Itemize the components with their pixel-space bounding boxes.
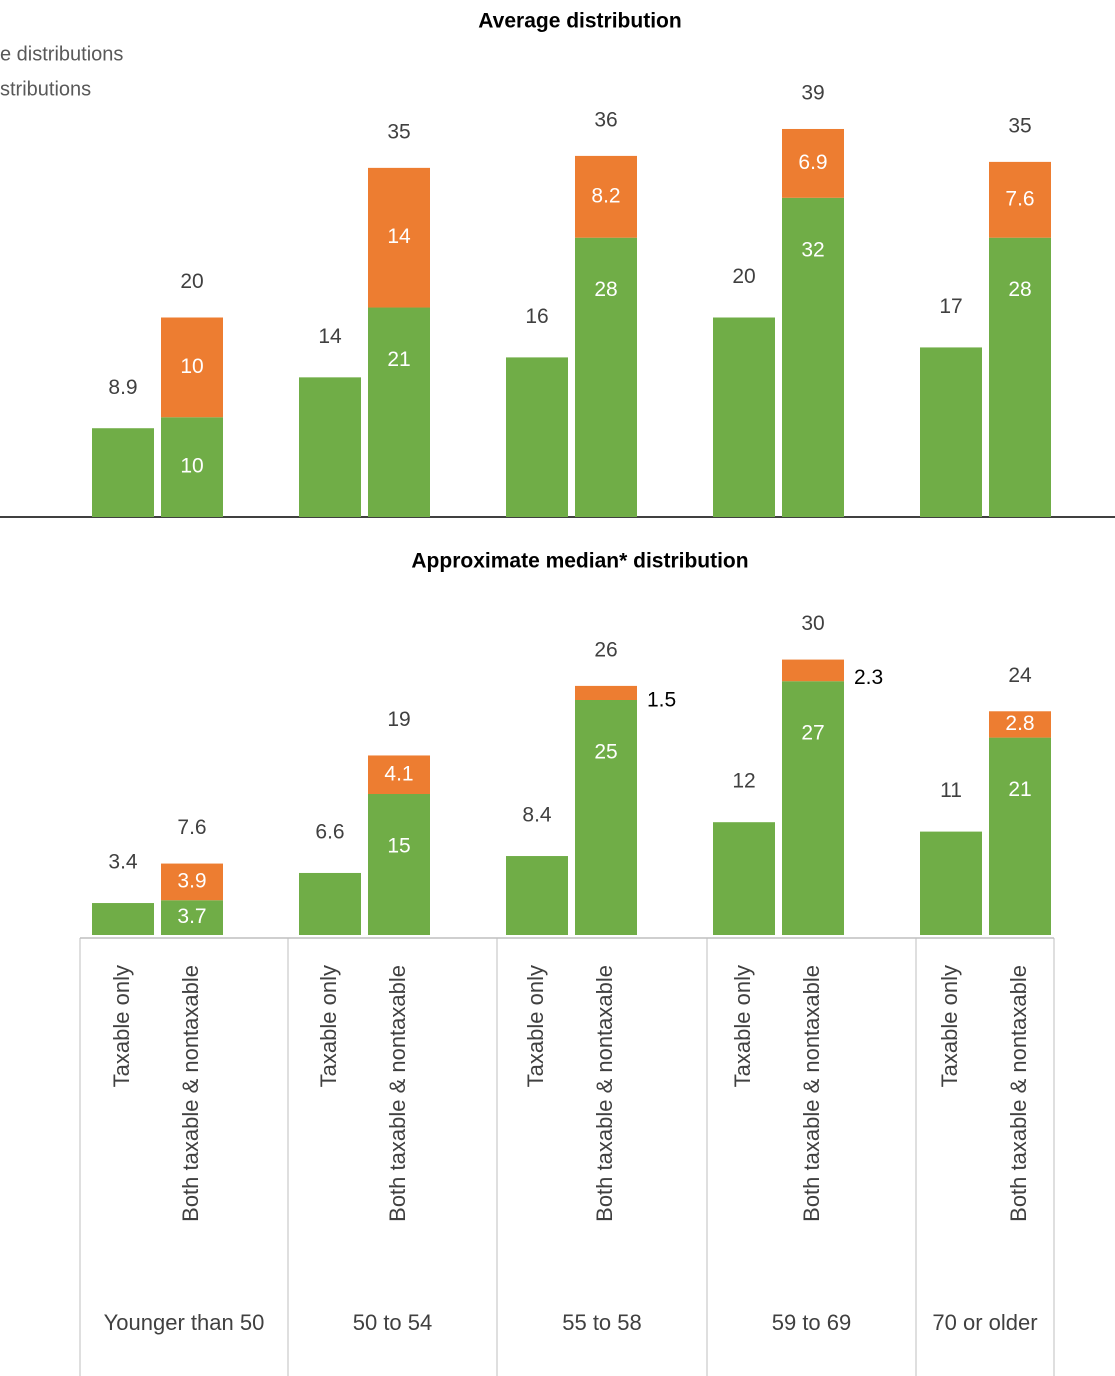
total-label: 20: [180, 270, 203, 293]
data-label: 8.4: [522, 804, 552, 827]
bar-segment: [575, 700, 637, 935]
x-tick-label: Both taxable & nontaxable: [1006, 965, 1031, 1222]
bar-segment: [161, 863, 223, 901]
bar-segment: [92, 428, 154, 517]
data-label: 21: [1008, 778, 1031, 801]
bar-segment: [782, 659, 844, 682]
total-label: 35: [1008, 114, 1031, 137]
data-label: 2.3: [854, 666, 883, 689]
group-label: 59 to 69: [771, 1310, 852, 1335]
bar-segment: [368, 794, 430, 935]
data-label: 10: [180, 455, 203, 478]
bar-segment: [506, 357, 568, 517]
bar-segment: [299, 872, 361, 935]
data-label: 21: [387, 348, 410, 371]
chart-title: Average distribution: [478, 10, 681, 33]
bar-segment: [368, 167, 430, 308]
total-label: 7.6: [177, 816, 206, 839]
total-label: 24: [1008, 664, 1032, 687]
bar-segment: [782, 197, 844, 518]
bar-segment: [575, 155, 637, 238]
data-label: 3.9: [177, 869, 206, 892]
total-label: 19: [387, 708, 410, 731]
chart-title: Approximate median* distribution: [411, 550, 748, 573]
total-label: 39: [801, 82, 824, 105]
x-tick-label: Taxable only: [316, 965, 341, 1087]
data-label: 16: [525, 305, 548, 328]
data-label: 17: [939, 295, 962, 318]
data-label: 25: [594, 741, 617, 764]
legend-label: stributions: [0, 78, 91, 100]
bar-segment: [782, 681, 844, 935]
data-label: 28: [594, 278, 617, 301]
data-label: 15: [387, 835, 410, 858]
x-tick-label: Both taxable & nontaxable: [592, 965, 617, 1222]
group-label: Younger than 50: [103, 1310, 265, 1335]
data-label: 10: [180, 355, 203, 378]
data-label: 6.6: [315, 821, 344, 844]
data-label: 3.7: [177, 905, 206, 928]
bar-segment: [368, 755, 430, 794]
bar-segment: [575, 237, 637, 517]
data-label: 28: [1008, 278, 1031, 301]
bar-segment: [368, 307, 430, 517]
bar-segment: [161, 900, 223, 935]
x-tick-label: Both taxable & nontaxable: [799, 965, 824, 1222]
data-label: 6.9: [798, 151, 827, 174]
bar-segment: [920, 831, 982, 935]
data-label: 12: [732, 770, 755, 793]
bar-segment: [920, 347, 982, 517]
group-label: 70 or older: [932, 1310, 1038, 1335]
bar-segment: [989, 711, 1051, 738]
total-label: 30: [801, 612, 824, 635]
bar-segment: [161, 417, 223, 517]
x-tick-label: Both taxable & nontaxable: [178, 965, 203, 1222]
data-label: 4.1: [384, 762, 413, 785]
x-tick-label: Both taxable & nontaxable: [385, 965, 410, 1222]
data-label: 11: [940, 779, 962, 802]
bar-segment: [989, 237, 1051, 517]
bar-segment: [713, 317, 775, 517]
total-label: 26: [594, 638, 617, 661]
bar-segment: [713, 822, 775, 935]
x-tick-label: Taxable only: [109, 965, 134, 1087]
data-label: 14: [387, 225, 411, 248]
data-label: 1.5: [647, 688, 676, 711]
bar-segment: [989, 737, 1051, 935]
data-label: 32: [801, 238, 824, 261]
group-label: 55 to 58: [562, 1310, 642, 1335]
bar-segment: [92, 903, 154, 935]
data-label: 2.8: [1005, 712, 1034, 735]
bar-segment: [161, 317, 223, 418]
total-label: 36: [594, 108, 617, 131]
bar-segment: [299, 377, 361, 517]
bar-segment: [782, 128, 844, 198]
data-label: 7.6: [1005, 187, 1034, 210]
bar-segment: [575, 685, 637, 700]
x-tick-label: Taxable only: [730, 965, 755, 1087]
data-label: 27: [801, 722, 824, 745]
data-label: 20: [732, 265, 755, 288]
data-label: 14: [318, 325, 342, 348]
x-tick-label: Taxable only: [937, 965, 962, 1087]
total-label: 35: [387, 120, 410, 143]
data-label: 8.2: [591, 184, 620, 207]
legend-label: e distributions: [0, 43, 123, 65]
x-tick-label: Taxable only: [523, 965, 548, 1087]
bar-segment: [506, 856, 568, 935]
data-label: 8.9: [108, 376, 137, 399]
bar-segment: [989, 161, 1051, 238]
group-label: 50 to 54: [352, 1310, 433, 1335]
data-label: 3.4: [108, 851, 138, 874]
